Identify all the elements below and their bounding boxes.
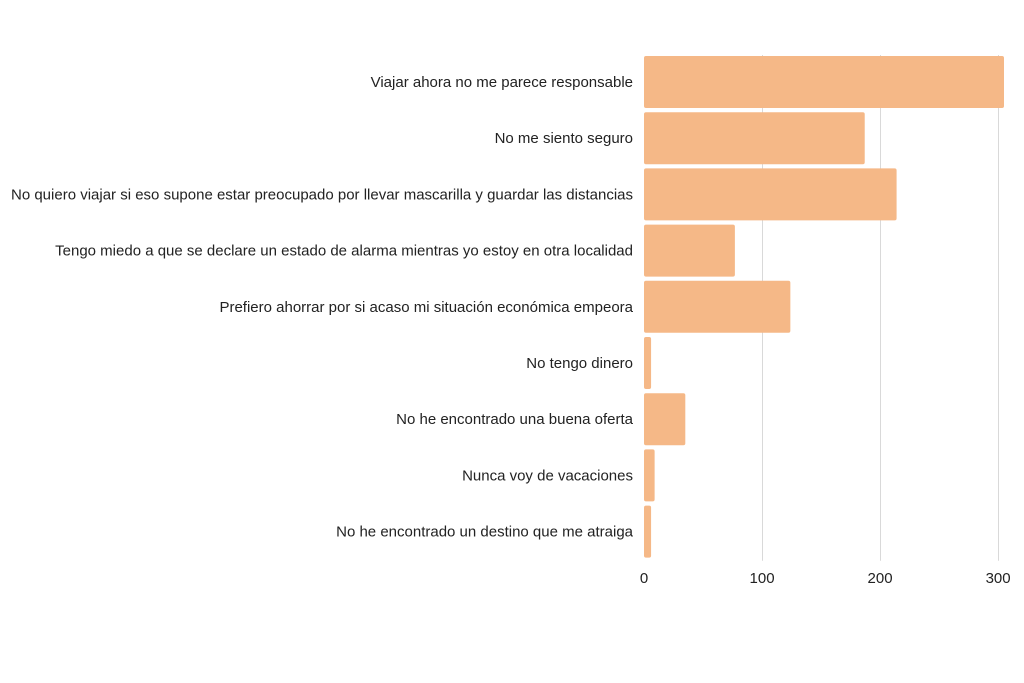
bar-1 xyxy=(644,112,865,165)
category-label-0: Viajar ahora no me parece responsable xyxy=(371,74,633,91)
category-label-2: No quiero viajar si eso supone estar pre… xyxy=(11,186,633,203)
x-axis-ticks: 0 100 200 300 xyxy=(640,570,1011,587)
x-tick-label-200: 200 xyxy=(868,570,893,587)
bar-3 xyxy=(644,224,735,277)
x-tick-label-100: 100 xyxy=(750,570,775,587)
x-tick-label-300: 300 xyxy=(986,570,1011,587)
category-label-6: No he encontrado una buena oferta xyxy=(396,411,634,428)
category-label-5: No tengo dinero xyxy=(526,355,633,372)
bar-7 xyxy=(644,449,655,502)
bar-8 xyxy=(644,505,652,558)
bar-5 xyxy=(644,337,652,389)
category-label-8: No he encontrado un destino que me atrai… xyxy=(336,524,634,541)
category-labels: Viajar ahora no me parece responsable No … xyxy=(11,74,634,541)
category-label-7: Nunca voy de vacaciones xyxy=(462,467,633,484)
bar-2 xyxy=(644,168,897,221)
x-tick-label-0: 0 xyxy=(640,570,648,587)
bars xyxy=(644,56,1004,558)
category-label-4: Prefiero ahorrar por si acaso mi situaci… xyxy=(219,299,633,316)
category-label-1: No me siento seguro xyxy=(495,130,633,147)
bar-6 xyxy=(644,393,686,446)
bar-0 xyxy=(644,56,1004,108)
category-label-3: Tengo miedo a que se declare un estado d… xyxy=(55,243,633,260)
bar-4 xyxy=(644,280,791,333)
